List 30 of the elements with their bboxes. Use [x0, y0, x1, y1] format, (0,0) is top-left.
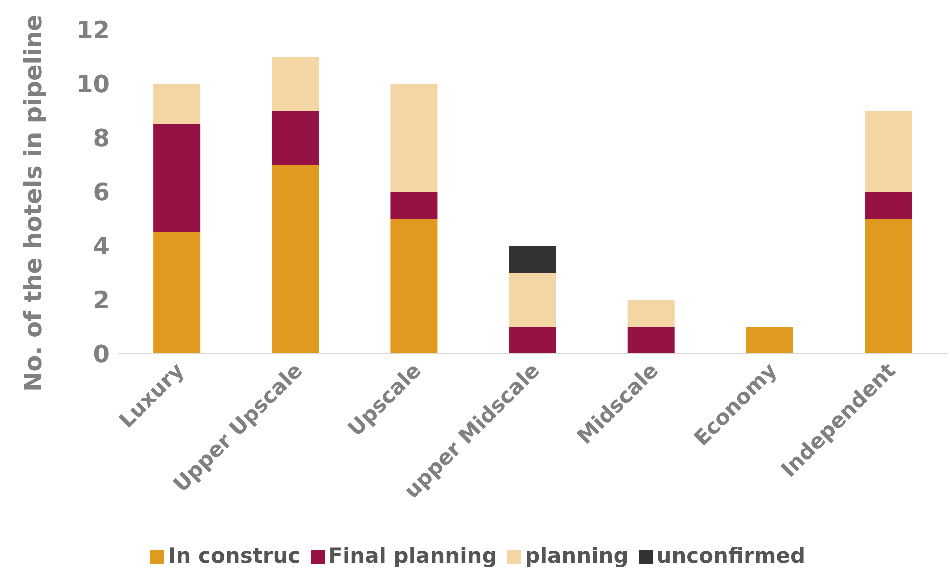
bar: [390, 219, 438, 354]
bar: [154, 124, 201, 232]
y-tick-label: 6: [93, 178, 110, 207]
bar: [865, 219, 912, 354]
bar: [272, 165, 320, 354]
y-tick-label: 10: [76, 70, 110, 99]
bar: [628, 327, 675, 354]
legend-label: unconfirmed: [656, 544, 806, 568]
legend-label: Final planning: [328, 544, 498, 568]
bar: [509, 327, 556, 354]
y-tick-label: 12: [76, 16, 110, 45]
bar: [390, 84, 438, 192]
y-tick-label: 4: [93, 232, 110, 261]
bar: [746, 327, 794, 354]
bar: [272, 111, 320, 165]
bar: [865, 111, 912, 192]
legend-label: In construc: [168, 544, 301, 568]
legend-label: planning: [525, 544, 629, 568]
y-tick-label: 8: [93, 124, 110, 153]
bar: [509, 273, 556, 327]
y-tick-label: 2: [93, 286, 110, 315]
y-tick-label: 0: [93, 340, 110, 369]
bar: [865, 192, 912, 219]
bar: [509, 246, 556, 273]
bar: [272, 57, 320, 111]
bar: [154, 232, 201, 354]
bar: [154, 84, 201, 124]
bar: [390, 192, 438, 219]
bar: [628, 300, 675, 327]
y-axis-title: No. of the hotels in pipeline: [20, 14, 48, 392]
